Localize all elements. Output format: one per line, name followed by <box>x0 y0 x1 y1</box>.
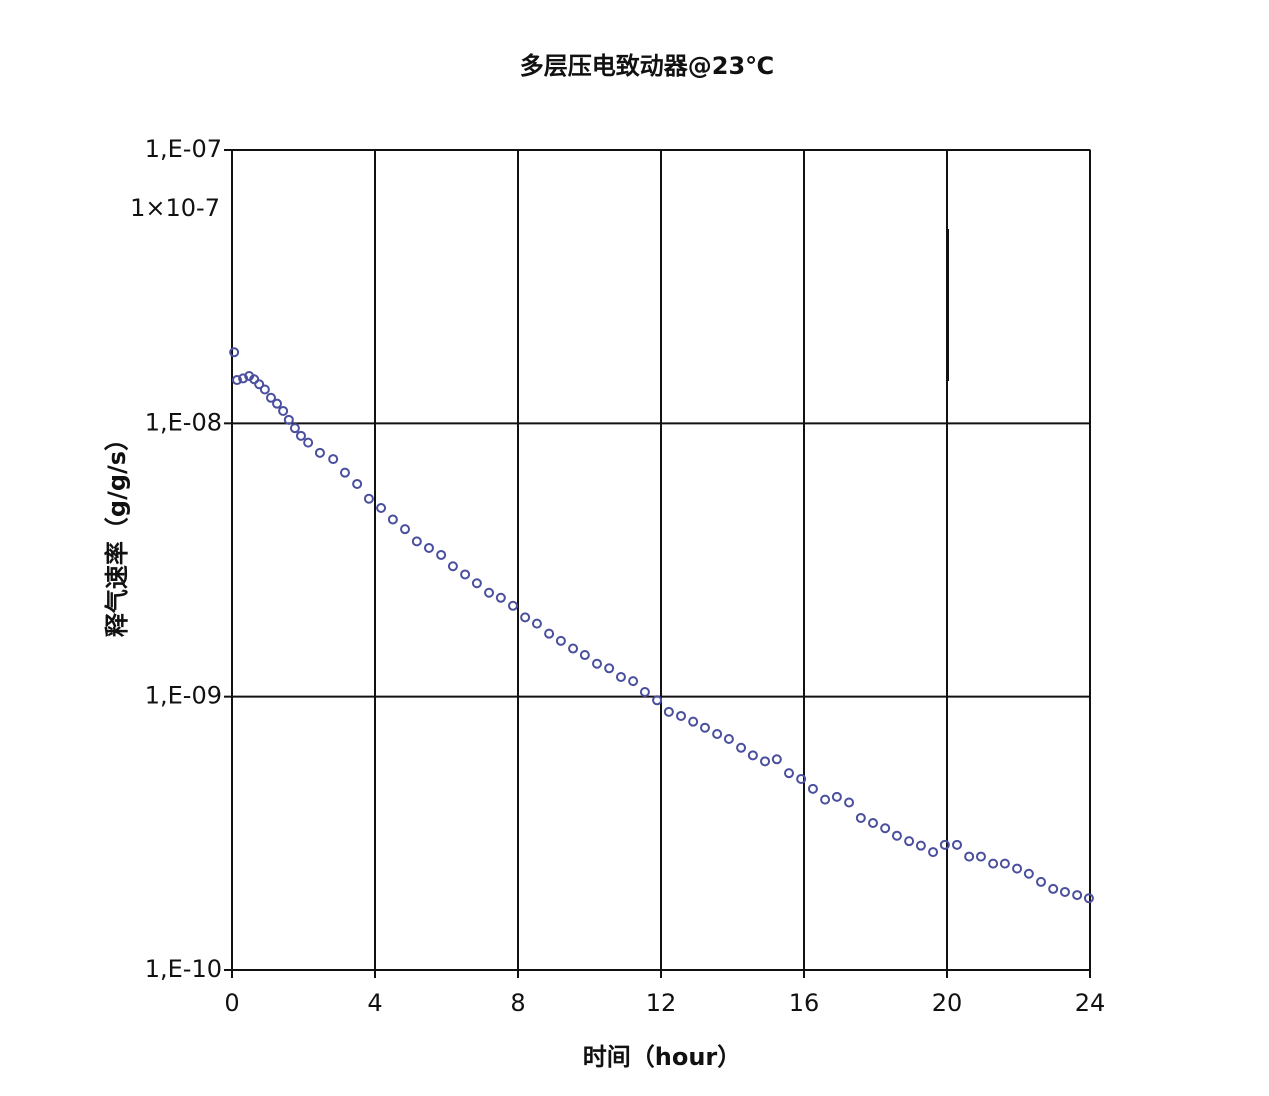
y-axis-label: 释气速率（g/g/s） <box>103 427 131 637</box>
point <box>265 392 276 403</box>
point <box>339 467 350 478</box>
point <box>820 794 831 805</box>
point <box>699 722 710 733</box>
point <box>283 414 294 425</box>
point <box>723 734 734 745</box>
point <box>999 858 1010 869</box>
point <box>880 823 891 834</box>
point <box>520 612 531 623</box>
point <box>771 754 782 765</box>
point <box>555 635 566 646</box>
point <box>579 650 590 661</box>
point <box>615 672 626 683</box>
point <box>676 710 687 721</box>
point <box>460 569 471 580</box>
point <box>232 375 243 386</box>
point <box>411 536 422 547</box>
point <box>663 706 674 717</box>
x-tick-label: 8 <box>510 989 525 1017</box>
point <box>639 687 650 698</box>
point <box>278 405 289 416</box>
point <box>289 423 300 434</box>
point <box>423 542 434 553</box>
point <box>952 839 963 850</box>
point <box>891 830 902 841</box>
point <box>712 729 723 740</box>
point <box>544 628 555 639</box>
x-tick-label: 16 <box>789 989 820 1017</box>
point <box>272 398 283 409</box>
point <box>387 514 398 525</box>
point <box>1023 868 1034 879</box>
point <box>904 836 915 847</box>
y-tick-label: 1,E-10 <box>145 955 222 983</box>
point <box>507 600 518 611</box>
x-tick-label: 0 <box>224 989 239 1017</box>
x-tick-label: 24 <box>1075 989 1106 1017</box>
y-tick-label: 1,E-08 <box>145 408 222 436</box>
x-axis-label: 时间（hour） <box>583 1043 742 1071</box>
point <box>760 756 771 767</box>
point <box>1048 883 1059 894</box>
point <box>604 663 615 674</box>
point <box>988 858 999 869</box>
point <box>1083 893 1094 904</box>
point <box>254 379 265 390</box>
annotation: 1×10-7 <box>130 194 220 222</box>
point <box>592 658 603 669</box>
point <box>628 676 639 687</box>
x-tick-label: 12 <box>646 989 677 1017</box>
x-tick-label: 20 <box>932 989 963 1017</box>
x-tick-label: 4 <box>367 989 382 1017</box>
point <box>249 374 260 385</box>
point <box>975 851 986 862</box>
point <box>652 695 663 706</box>
point <box>964 851 975 862</box>
point <box>295 430 306 441</box>
point <box>436 549 447 560</box>
point <box>471 578 482 589</box>
point <box>495 592 506 603</box>
point <box>747 750 758 761</box>
point <box>1012 863 1023 874</box>
point <box>363 493 374 504</box>
point <box>303 437 314 448</box>
point <box>531 618 542 629</box>
point <box>807 783 818 794</box>
point <box>447 561 458 572</box>
point <box>229 347 240 358</box>
point <box>1072 890 1083 901</box>
point <box>844 797 855 808</box>
point <box>314 447 325 458</box>
point <box>688 716 699 727</box>
point <box>568 643 579 654</box>
point <box>1059 886 1070 897</box>
point <box>400 524 411 535</box>
point <box>1036 876 1047 887</box>
point <box>259 384 270 395</box>
chart-title: 多层压电致动器@23℃ <box>520 52 774 80</box>
point <box>939 839 950 850</box>
point <box>736 742 747 753</box>
point <box>352 478 363 489</box>
point <box>783 768 794 779</box>
point <box>928 847 939 858</box>
point <box>915 840 926 851</box>
point <box>376 503 387 514</box>
y-tick-label: 1,E-09 <box>145 682 222 710</box>
point <box>328 454 339 465</box>
y-tick-label: 1,E-07 <box>145 135 222 163</box>
point <box>796 773 807 784</box>
point <box>867 817 878 828</box>
point <box>831 791 842 802</box>
point <box>484 587 495 598</box>
point <box>855 812 866 823</box>
